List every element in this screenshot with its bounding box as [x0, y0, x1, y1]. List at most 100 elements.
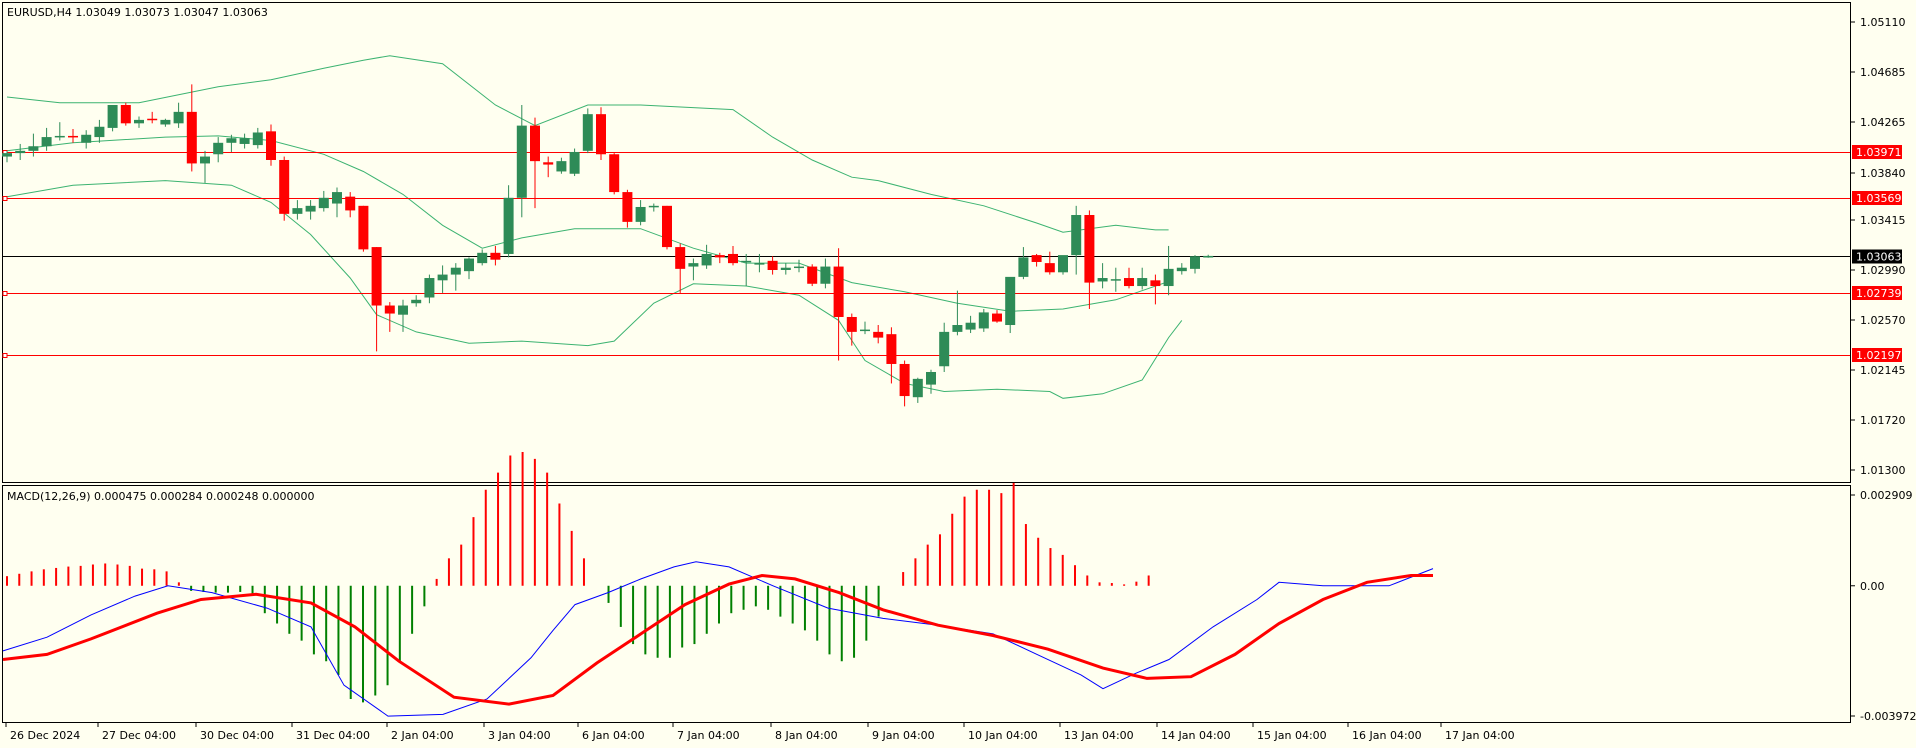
macd-axis: 0.002909 0.00 -0.003972 [1850, 489, 1916, 723]
candle [516, 104, 527, 218]
candle [609, 153, 620, 195]
level-handle[interactable] [2, 291, 8, 296]
candle-body [820, 266, 831, 284]
time-tick-label: 31 Dec 04:00 [296, 729, 370, 742]
candle [622, 189, 633, 228]
candle [68, 129, 78, 143]
candle [833, 248, 844, 361]
candle-body [714, 255, 725, 258]
candle-body [728, 253, 738, 264]
price-panel-frame [2, 2, 1851, 483]
candle [318, 190, 329, 212]
candle [741, 253, 752, 287]
candle [807, 264, 818, 287]
candle-body [860, 329, 870, 332]
candle-body [754, 263, 765, 265]
time-tick-label: 10 Jan 04:00 [968, 729, 1038, 742]
candle-body [107, 104, 118, 128]
candle-body [437, 274, 448, 281]
candle-body [279, 159, 290, 214]
candle [107, 104, 118, 132]
candle-body [1203, 255, 1214, 258]
level-handle[interactable] [2, 353, 8, 358]
macd-tick-label: -0.003972 [1860, 710, 1916, 723]
candle [54, 122, 65, 141]
candle [1150, 274, 1161, 305]
time-tick-label: 15 Jan 04:00 [1257, 729, 1327, 742]
candle-body [675, 247, 686, 269]
time-tick-label: 27 Dec 04:00 [102, 729, 176, 742]
candle [213, 137, 224, 163]
candle [411, 295, 422, 307]
candle [846, 313, 857, 346]
macd-tick-label: 0.00 [1860, 580, 1885, 593]
candle-body [2, 153, 12, 157]
price-axis: 1.05110 1.04685 1.04265 1.03840 1.03415 1.029… [1850, 16, 1906, 477]
candle-body [1005, 276, 1016, 326]
candle [239, 133, 250, 149]
candle-body [186, 111, 197, 164]
candle-body [239, 138, 250, 144]
macd-panel-frame [2, 485, 1851, 723]
price-tick-label: 1.03840 [1860, 167, 1906, 180]
level-price-badge [1852, 348, 1902, 362]
time-tick-label: 26 Dec 2024 [10, 729, 80, 742]
candle [94, 119, 105, 143]
candle-body [464, 258, 474, 272]
candle-body [1163, 268, 1174, 287]
candle [160, 118, 171, 127]
candle [860, 321, 870, 335]
candle [1110, 267, 1121, 292]
candle [371, 247, 382, 352]
candle-body [635, 206, 646, 222]
level-price-label: 1.02739 [1856, 287, 1902, 300]
price-tick-label: 1.04265 [1860, 116, 1906, 129]
candle [464, 257, 474, 280]
level-handle[interactable] [2, 196, 8, 201]
candle-body [1058, 255, 1068, 273]
candle [252, 127, 263, 149]
candle [186, 84, 197, 172]
candle [556, 157, 567, 174]
candle [688, 258, 699, 281]
candle [1124, 267, 1134, 289]
candle-body [1044, 263, 1055, 273]
price-tick-label: 1.05110 [1860, 16, 1906, 29]
candle [2, 150, 12, 163]
candle-body [213, 142, 224, 155]
macd-label: MACD(12,26,9) 0.000475 0.000284 0.000248… [7, 490, 314, 503]
current-price-label: 1.03063 [1856, 251, 1902, 264]
candle [780, 263, 791, 275]
candle [939, 322, 950, 372]
candle-body [503, 197, 514, 254]
candle [398, 299, 408, 332]
candle-body [81, 134, 92, 143]
candle [978, 308, 989, 332]
candle-body [200, 156, 210, 164]
candle-body [582, 114, 593, 151]
candle-body [398, 305, 408, 315]
candle-body [41, 137, 52, 147]
candle [1203, 254, 1214, 258]
candle-body [701, 253, 712, 266]
candle-body [1018, 257, 1029, 277]
candle-body [622, 192, 633, 222]
candle-body [1150, 280, 1161, 287]
candle-body [120, 104, 131, 124]
candle-body [569, 151, 580, 174]
candle [1084, 210, 1095, 309]
candle-body [556, 161, 567, 172]
candle [1176, 263, 1187, 275]
candle-body [952, 325, 963, 332]
candle-body [450, 267, 461, 275]
candles [2, 84, 1214, 407]
candle [767, 256, 778, 275]
level-price-badge [1852, 145, 1902, 159]
candle [926, 369, 936, 394]
candle-body [873, 331, 884, 338]
candle-body [1097, 278, 1108, 282]
candle-body [965, 322, 976, 330]
candle-body [833, 266, 844, 317]
candle-body [1084, 214, 1095, 283]
time-axis: 26 Dec 2024 27 Dec 04:00 30 Dec 04:00 31 De… [5, 722, 1515, 742]
